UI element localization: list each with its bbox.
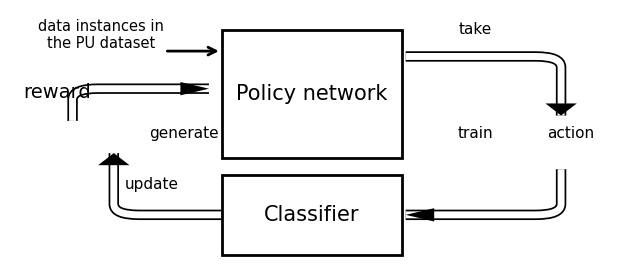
Text: Policy network: Policy network — [236, 84, 388, 104]
Text: train: train — [458, 126, 493, 141]
Text: reward: reward — [23, 83, 91, 102]
Text: take: take — [459, 22, 492, 36]
Polygon shape — [180, 82, 209, 95]
Text: Classifier: Classifier — [264, 205, 360, 225]
Polygon shape — [406, 208, 434, 221]
Bar — [221, 30, 403, 158]
Bar — [221, 175, 403, 255]
Polygon shape — [545, 104, 577, 116]
Text: action: action — [547, 126, 594, 141]
Polygon shape — [98, 153, 129, 165]
Text: update: update — [125, 177, 179, 192]
Text: generate: generate — [148, 126, 218, 141]
Text: data instances in
the PU dataset: data instances in the PU dataset — [38, 19, 164, 51]
